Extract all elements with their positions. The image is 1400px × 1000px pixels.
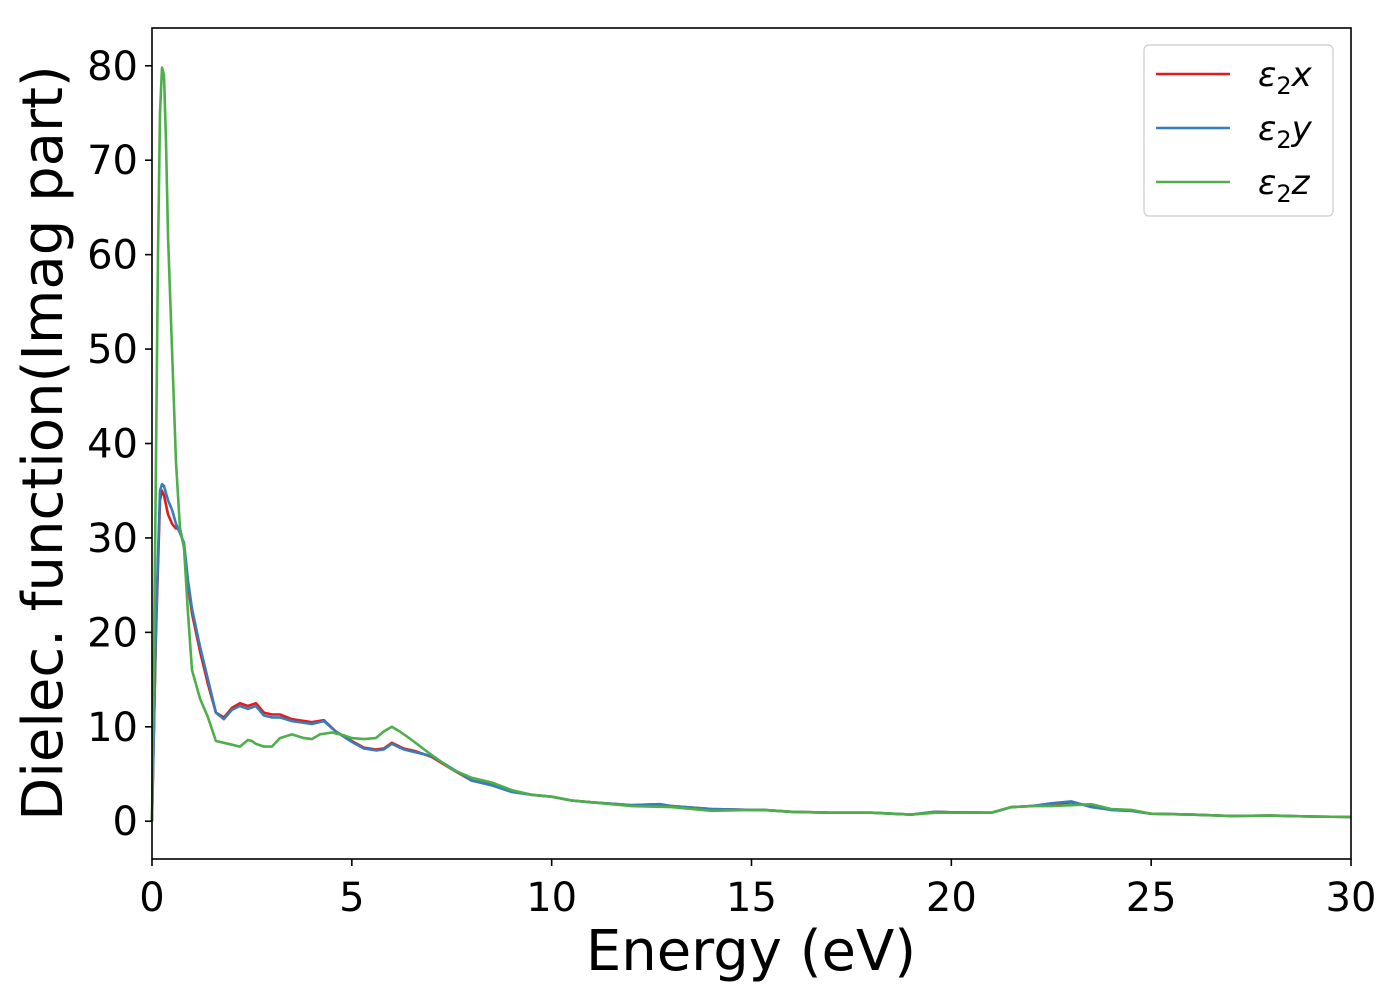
y-tick-label: 10 <box>87 705 138 751</box>
legend-label: ε2y <box>1258 109 1313 154</box>
y-axis-ticks: 0 10 20 30 40 50 60 70 80 <box>87 44 152 845</box>
x-tick-label: 25 <box>1126 875 1177 921</box>
legend: ε2x ε2y ε2z <box>1143 44 1334 217</box>
x-tick-label: 0 <box>139 875 164 921</box>
x-tick-label: 5 <box>339 875 364 921</box>
y-tick-label: 20 <box>87 610 138 656</box>
legend-label: ε2z <box>1258 163 1311 208</box>
x-axis-ticks: 0 5 10 15 20 25 30 <box>139 859 1376 921</box>
y-tick-label: 80 <box>87 44 138 90</box>
y-tick-label: 40 <box>87 422 138 468</box>
series-layer <box>150 66 1352 822</box>
y-axis-label: Dielec. function(Imag part) <box>11 65 76 821</box>
legend-box <box>1143 44 1334 217</box>
y-tick-label: 50 <box>87 327 138 373</box>
x-tick-label: 20 <box>926 875 977 921</box>
x-tick-label: 10 <box>526 875 577 921</box>
legend-label: ε2x <box>1258 55 1313 100</box>
x-tick-label: 15 <box>726 875 777 921</box>
y-tick-label: 30 <box>87 516 138 562</box>
y-tick-label: 0 <box>113 799 138 845</box>
y-tick-label: 70 <box>87 138 138 184</box>
x-axis-label: Energy (eV) <box>586 919 916 984</box>
x-tick-label: 30 <box>1326 875 1377 921</box>
y-tick-label: 60 <box>87 233 138 279</box>
series-line-z <box>150 66 1352 822</box>
